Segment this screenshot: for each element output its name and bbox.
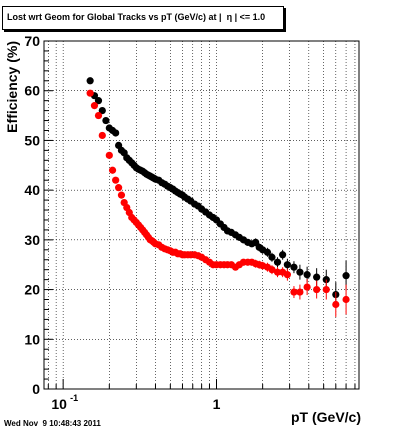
data-point	[268, 266, 276, 274]
data-point	[283, 261, 291, 269]
y-tick-label: 40	[24, 182, 40, 198]
data-point	[279, 251, 287, 259]
data-point	[322, 285, 330, 294]
data-point	[98, 107, 106, 115]
data-point	[90, 102, 99, 110]
data-point	[94, 97, 103, 105]
y-tick-label: 30	[24, 232, 40, 248]
grid-lines	[44, 40, 359, 389]
y-tick-label: 10	[24, 331, 40, 347]
data-point	[296, 268, 304, 276]
data-point	[290, 288, 298, 296]
data-point	[94, 111, 103, 120]
x-tick-label: 1	[213, 396, 221, 412]
data-point	[303, 271, 311, 279]
data-point	[117, 191, 126, 199]
data-point	[313, 273, 321, 281]
data-point	[342, 295, 350, 304]
timestamp: Wed Nov 9 10:48:43 2011	[4, 419, 101, 428]
data-point	[98, 131, 106, 140]
data-point	[102, 116, 110, 125]
data-points	[86, 77, 350, 317]
data-point	[268, 253, 276, 261]
data-point	[283, 271, 291, 279]
x-tick-label: 10	[51, 396, 67, 412]
data-point	[108, 166, 117, 174]
data-point	[290, 263, 298, 271]
data-point	[273, 258, 282, 266]
data-point	[303, 283, 311, 291]
y-tick-label: 50	[24, 132, 40, 148]
chart-title-box: Lost wrt Geom for Global Tracks vs pT (G…	[2, 6, 284, 30]
data-point	[252, 238, 260, 246]
y-tick-label: 20	[24, 282, 40, 298]
y-tick-label: 0	[32, 381, 40, 397]
data-point	[105, 151, 113, 159]
y-axis-label: Efficiency (%)	[4, 41, 20, 133]
y-tick-label: 70	[24, 33, 40, 49]
data-point	[332, 300, 340, 309]
data-point	[342, 272, 350, 280]
data-point	[263, 248, 272, 256]
y-tick-label: 60	[24, 83, 40, 99]
data-point	[112, 176, 120, 184]
data-point	[313, 285, 321, 294]
axes	[43, 40, 360, 390]
x-tick-label-exponent: -1	[70, 393, 78, 403]
data-point	[296, 288, 304, 296]
data-point	[86, 89, 94, 97]
data-point	[115, 184, 123, 192]
chart-title: Lost wrt Geom for Global Tracks vs pT (G…	[7, 12, 266, 22]
data-point	[273, 268, 282, 276]
data-point	[86, 77, 94, 85]
data-point	[112, 129, 120, 137]
x-axis-label: pT (GeV/c)	[291, 409, 361, 425]
